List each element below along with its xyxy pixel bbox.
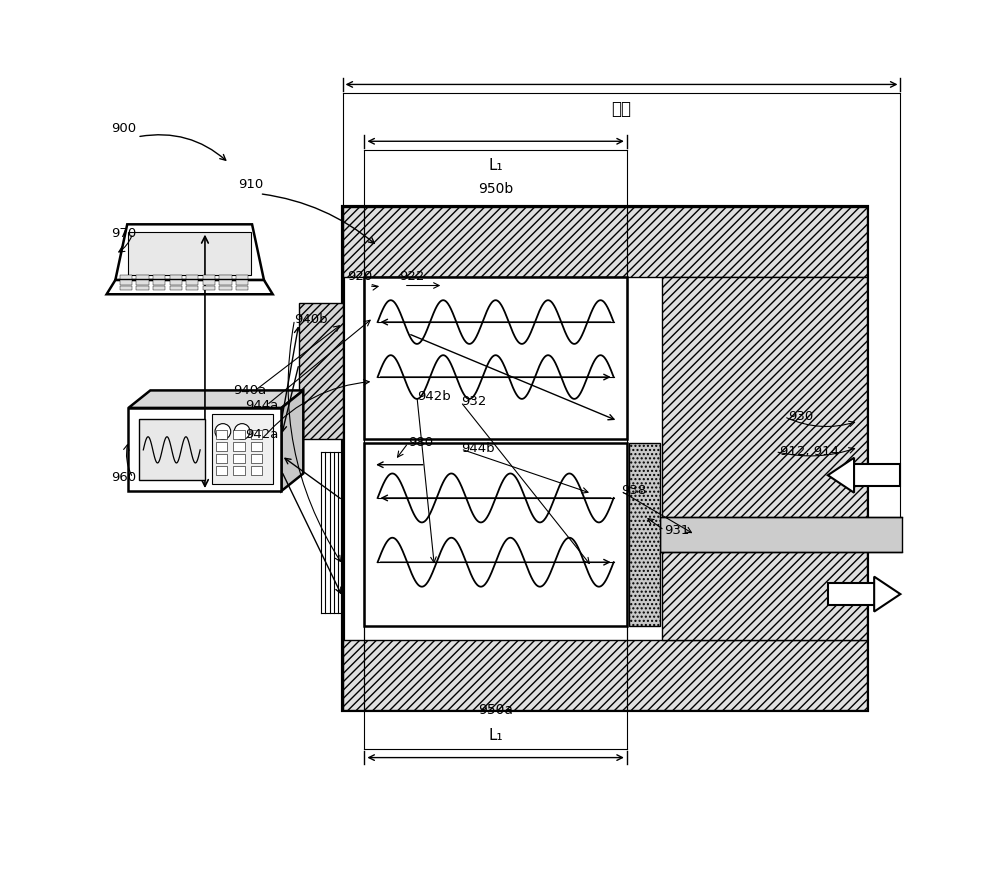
Bar	[153, 281, 165, 285]
Bar	[128, 232, 251, 275]
Bar	[120, 281, 132, 285]
Polygon shape	[828, 458, 854, 493]
Bar	[136, 275, 149, 280]
Bar	[364, 443, 627, 626]
Polygon shape	[281, 390, 303, 491]
Text: 938: 938	[621, 484, 646, 497]
Bar	[236, 286, 248, 290]
Bar	[203, 275, 215, 280]
Bar	[216, 467, 227, 475]
Text: 944b: 944b	[461, 443, 494, 455]
Polygon shape	[128, 390, 303, 408]
Bar	[299, 303, 343, 438]
Polygon shape	[107, 280, 273, 295]
Text: 940b: 940b	[295, 313, 328, 326]
Text: 冲程: 冲程	[612, 100, 632, 118]
Text: L₁: L₁	[488, 158, 503, 174]
Text: 920: 920	[347, 270, 372, 283]
Bar	[236, 275, 248, 280]
Bar	[120, 286, 132, 290]
Bar	[251, 467, 262, 475]
Bar	[251, 454, 262, 463]
Bar	[136, 281, 149, 285]
Bar	[203, 281, 215, 285]
Bar	[364, 277, 430, 381]
Text: L₁: L₁	[488, 728, 503, 743]
Bar	[186, 286, 198, 290]
Text: 930: 930	[788, 410, 814, 423]
Bar	[251, 442, 262, 451]
Bar	[203, 286, 215, 290]
Bar	[828, 583, 879, 605]
Bar	[120, 275, 132, 280]
Text: 944a: 944a	[245, 399, 278, 412]
Bar	[233, 442, 245, 451]
Text: 922: 922	[399, 270, 425, 283]
Text: 910: 910	[238, 179, 263, 191]
Bar	[216, 454, 227, 463]
Text: 960: 960	[111, 471, 136, 484]
Text: 980: 980	[408, 437, 433, 449]
Circle shape	[215, 424, 231, 439]
Polygon shape	[115, 225, 264, 280]
Bar	[216, 430, 227, 438]
Bar	[219, 281, 232, 285]
Bar	[251, 430, 262, 438]
Text: 950a: 950a	[478, 702, 513, 717]
Bar	[219, 286, 232, 290]
Bar	[233, 467, 245, 475]
Bar	[170, 286, 182, 290]
Circle shape	[234, 424, 250, 439]
Text: 942b: 942b	[417, 390, 451, 403]
Bar	[153, 286, 165, 290]
Text: 931: 931	[664, 524, 690, 537]
Text: 900: 900	[111, 122, 136, 135]
Bar	[850, 464, 900, 486]
Text: 950b: 950b	[478, 182, 513, 196]
Bar	[233, 454, 245, 463]
Bar	[343, 639, 867, 709]
Bar	[128, 408, 281, 491]
Bar	[153, 275, 165, 280]
Text: 970: 970	[111, 226, 136, 239]
Bar	[219, 275, 232, 280]
Bar	[343, 207, 867, 277]
Polygon shape	[874, 576, 900, 611]
Bar	[186, 275, 198, 280]
Bar	[186, 281, 198, 285]
Bar	[662, 277, 867, 639]
Bar	[170, 281, 182, 285]
Text: 942a: 942a	[245, 428, 278, 440]
Bar	[236, 281, 248, 285]
Bar	[343, 207, 867, 709]
Bar	[364, 277, 627, 438]
Bar	[660, 517, 902, 553]
Bar	[629, 443, 660, 626]
Bar	[233, 430, 245, 438]
Bar	[136, 286, 149, 290]
Text: 912, 914: 912, 914	[780, 446, 839, 458]
Text: 940a: 940a	[233, 384, 267, 397]
Text: 932: 932	[461, 396, 486, 409]
Bar	[212, 414, 273, 484]
Bar	[216, 442, 227, 451]
Bar	[170, 275, 182, 280]
Bar	[139, 419, 205, 481]
